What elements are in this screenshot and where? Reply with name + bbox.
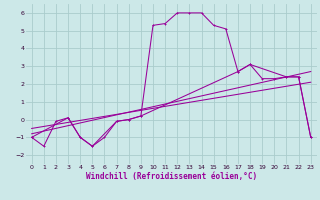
X-axis label: Windchill (Refroidissement éolien,°C): Windchill (Refroidissement éolien,°C) <box>86 172 257 181</box>
